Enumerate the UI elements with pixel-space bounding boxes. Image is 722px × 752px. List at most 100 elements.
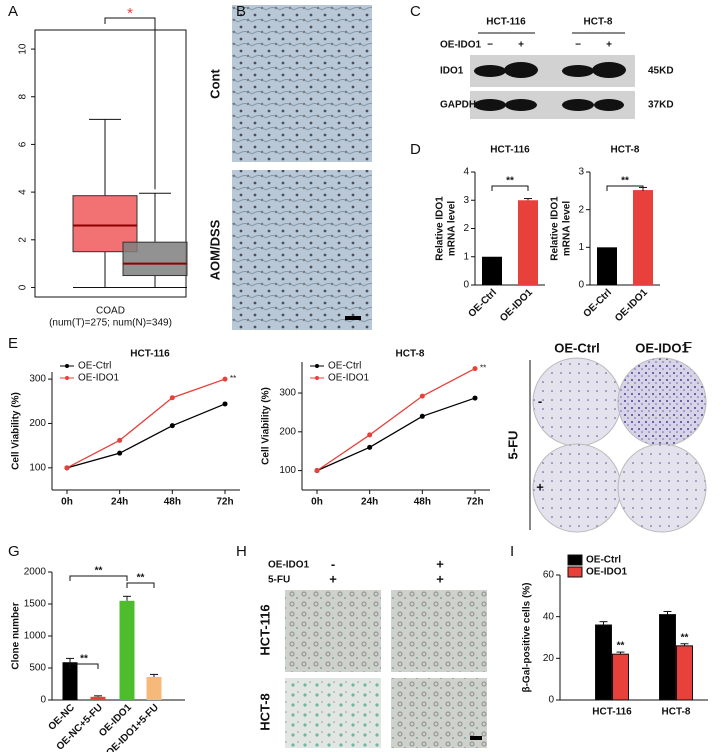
column-label: OE-Ctrl — [554, 340, 600, 355]
treatment: OE-IDO1 — [268, 560, 310, 571]
y-tick-label: 0 — [578, 280, 584, 291]
bar — [90, 696, 106, 700]
x-tick-label: 24h — [111, 497, 128, 508]
treatment: 5-FU — [268, 575, 290, 586]
cell-line: HCT-8 — [584, 17, 613, 28]
y-axis-label: Clone number — [11, 602, 22, 669]
annotation: ** — [681, 632, 689, 643]
point — [117, 437, 123, 443]
legend-label: OE-Ctrl — [328, 361, 361, 372]
y-tick-label: 8 — [18, 94, 29, 100]
treatment: 5-FU — [505, 431, 520, 460]
y-tick-label: 100 — [279, 465, 296, 476]
significance-bracket — [606, 185, 644, 191]
point — [64, 465, 70, 471]
y-tick-label: 1 — [463, 251, 469, 262]
image — [232, 5, 372, 162]
sign: − — [487, 40, 493, 51]
x-tick-label: 48h — [414, 497, 431, 508]
row-label: AOM/DSS — [207, 219, 222, 280]
bar — [659, 614, 676, 701]
image — [532, 357, 622, 447]
image — [285, 678, 381, 748]
bar — [595, 624, 612, 701]
x-tick-label: OE-Ctrl — [466, 287, 499, 320]
legend-label: OE-Ctrl — [78, 361, 111, 372]
bar — [597, 247, 617, 285]
cell-line: HCT-116 — [486, 17, 526, 28]
point — [222, 401, 228, 407]
significance-bracket — [69, 575, 128, 581]
x-tick-label: HCT-116 — [592, 707, 632, 718]
x-tick-label: HCT-8 — [662, 707, 691, 718]
scale-bar — [470, 736, 482, 740]
y-tick-label: 60 — [543, 570, 555, 581]
bands — [474, 62, 626, 111]
row-label: HCT-8 — [257, 693, 272, 731]
y-tick-label: 0 — [40, 695, 46, 706]
x-tick-label: 0h — [61, 497, 73, 508]
legend-swatch — [567, 554, 583, 566]
bar — [612, 653, 629, 701]
bar — [518, 200, 538, 285]
panel-label: D — [410, 141, 421, 158]
x-tick-label: OE-IDO1 — [613, 287, 650, 324]
significance-bracket — [126, 582, 155, 588]
x-tick-label: 0h — [311, 497, 323, 508]
row-label: Cont — [207, 69, 222, 99]
point — [472, 366, 478, 372]
bar — [482, 256, 502, 285]
y-tick-label: 3 — [578, 167, 584, 178]
line — [316, 368, 476, 472]
y-axis-label: Cell Viability (%) — [261, 387, 272, 465]
row-label: HCT-116 — [257, 604, 272, 655]
annotation: ** — [480, 364, 486, 373]
panel-label: F — [683, 339, 692, 356]
y-tick-label: 500 — [29, 663, 46, 674]
x-tick-label: 24h — [361, 497, 378, 508]
point — [169, 423, 175, 429]
legend-label: OE-Ctrl — [586, 555, 621, 566]
y-tick-label: 2 — [578, 204, 584, 215]
y-tick-label: 200 — [279, 426, 296, 437]
sign: + — [536, 479, 544, 494]
image — [232, 170, 372, 330]
y-axis-label: Cell Viability (%) — [11, 392, 22, 470]
plot-frame — [34, 29, 187, 298]
line — [66, 378, 226, 469]
x-axis-label: COAD — [96, 306, 125, 317]
significance-bracket — [104, 17, 156, 190]
image — [285, 590, 381, 672]
protein: GAPDH — [440, 100, 476, 111]
annotation: ** — [621, 176, 629, 187]
x-axis-note: (num(T)=275; num(N)=349) — [49, 318, 172, 329]
point — [314, 468, 320, 474]
point — [419, 413, 425, 419]
legend-label: OE-IDO1 — [78, 373, 120, 384]
y-tick-label: 4 — [463, 167, 469, 178]
y-axis-label: mRNA level — [562, 201, 573, 256]
chart-title: HCT-116 — [130, 349, 170, 360]
point — [472, 395, 478, 401]
y-tick-label: 4 — [18, 189, 29, 195]
image — [532, 443, 622, 533]
sign: + — [436, 556, 444, 571]
y-axis-label: Relative IDO1 — [435, 196, 446, 261]
image — [391, 590, 487, 672]
y-tick-label: 40 — [543, 611, 555, 622]
y-tick-label: 0 — [18, 284, 29, 290]
panel-label: C — [410, 3, 421, 20]
box — [122, 241, 188, 277]
x-tick-label: OE-IDO1 — [498, 287, 535, 324]
image — [617, 443, 707, 533]
sign: + — [436, 571, 444, 586]
annotation: ** — [506, 176, 514, 187]
bar — [119, 600, 135, 700]
y-tick-label: 200 — [29, 418, 46, 429]
significance-bracket — [491, 185, 529, 191]
panel-label: E — [8, 335, 18, 352]
y-tick-label: 20 — [543, 653, 555, 664]
bar — [633, 190, 653, 285]
point — [117, 450, 123, 456]
